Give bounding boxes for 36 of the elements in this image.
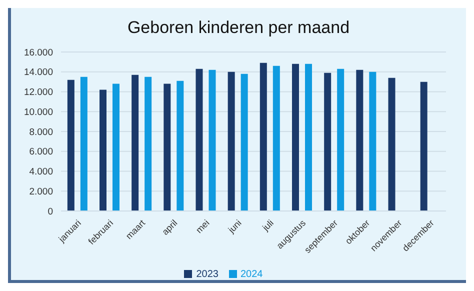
y-tick-label: 14.000 (24, 67, 53, 78)
bar (305, 64, 312, 211)
bar (112, 84, 120, 211)
y-tick-label: 8.000 (29, 126, 53, 138)
bar (337, 68, 344, 211)
bar (164, 84, 171, 211)
bar (369, 72, 376, 211)
bar (388, 78, 396, 211)
y-tick-label: 4.000 (29, 166, 53, 178)
bar (132, 74, 139, 211)
bar (144, 76, 152, 211)
y-tick-label: 16.000 (24, 47, 53, 58)
chart-title: Geboren kinderen per maand (126, 17, 351, 39)
y-tick-label: 10.000 (24, 106, 53, 118)
bar (240, 74, 248, 211)
y-tick-label: 2.000 (29, 186, 53, 198)
bar (272, 66, 280, 211)
bar (176, 80, 184, 211)
x-tick-label: mei (194, 218, 212, 236)
bar (208, 70, 216, 211)
bar (324, 72, 332, 211)
y-tick-label: 0 (48, 206, 53, 218)
bar (80, 76, 88, 211)
bar (100, 90, 106, 211)
bar (420, 82, 428, 211)
x-tick-label: juli (260, 218, 276, 234)
bar (356, 70, 364, 211)
legend-label: 2024 (240, 269, 263, 280)
bar (260, 62, 267, 211)
y-tick-label: 12.000 (24, 87, 53, 98)
legend-label: 2023 (196, 269, 218, 280)
bar (67, 80, 74, 211)
bar (292, 64, 299, 211)
bar (196, 68, 203, 211)
y-tick-label: 6.000 (29, 146, 53, 158)
bar (228, 72, 235, 211)
